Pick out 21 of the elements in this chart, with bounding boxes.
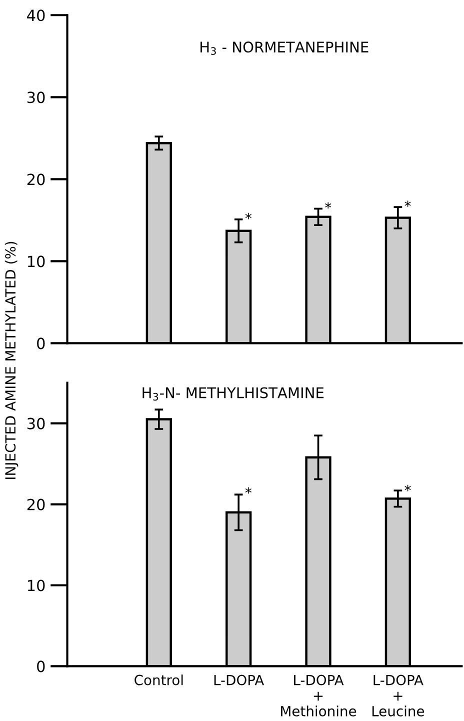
y-tick-label: 0	[37, 660, 45, 672]
annotation: *	[404, 200, 411, 207]
y-tick-label: 20	[27, 174, 45, 186]
x-tick-label: Control	[134, 674, 183, 686]
y-tick-label: 30	[27, 92, 45, 104]
annotation: *	[245, 487, 252, 494]
text: H$_{3}$ - NORMETANEPHINE	[200, 42, 368, 55]
x-tick-label: L-DOPA + Leucine	[372, 674, 424, 716]
x-tick-label: L-DOPA	[214, 674, 264, 686]
y-tick-label: 10	[28, 580, 45, 592]
y-axis-title: INJECTED AMINE METHYLATED (%)	[4, 242, 18, 479]
y-tick-label: 20	[27, 498, 45, 510]
annotation: *	[245, 212, 252, 220]
y-tick-label: 0	[37, 338, 45, 350]
y-tick-label: 10	[28, 256, 45, 268]
annotation: *	[404, 484, 411, 492]
y-tick-label: 30	[27, 418, 45, 430]
x-tick-label: L-DOPA + Methionine	[281, 674, 356, 716]
annotation: *	[325, 202, 332, 209]
chart-title: H$_{3}$-N- METHYLHISTAMINE	[142, 387, 324, 401]
y-tick-label: 40	[27, 10, 45, 22]
